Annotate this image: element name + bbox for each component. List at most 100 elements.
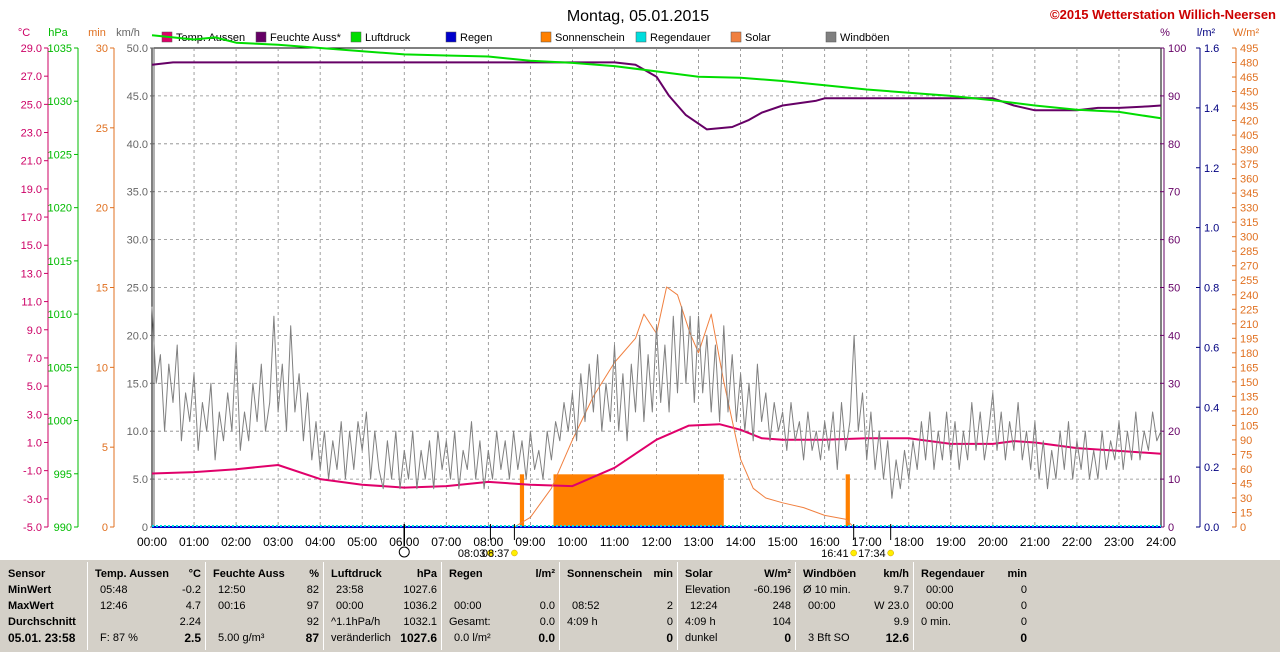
temp-footer-value: 2.5 bbox=[184, 631, 201, 645]
solar-footer-value: 0 bbox=[784, 631, 791, 645]
axis-tick-rain: 0.0 bbox=[1204, 522, 1219, 534]
axis-tick-humidity: 80 bbox=[1168, 139, 1180, 151]
rain-max-time: 00:00 bbox=[454, 600, 482, 612]
axis-tick-solar: 75 bbox=[1240, 449, 1252, 461]
weather-chart: °C 29.0 27.0 25.0 23.0 21.0 19.0 17.0 15.0 13.0 11… bbox=[18, 7, 1276, 560]
stats-row-avg: Durchschnitt bbox=[8, 616, 76, 628]
axis-tick-minutes: 0 bbox=[102, 522, 108, 534]
solar-max-time: 12:24 bbox=[690, 600, 718, 612]
axis-tick-wind: 25.0 bbox=[127, 283, 148, 295]
axis-tick-pressure: 995 bbox=[54, 469, 72, 481]
axis-tick-solar: 330 bbox=[1240, 203, 1258, 215]
series-line-solar bbox=[514, 286, 855, 528]
solar-elevation-value: -60.196 bbox=[753, 584, 791, 596]
axis-tick-rain: 1.4 bbox=[1204, 103, 1219, 115]
press-min-time: 23:58 bbox=[336, 584, 364, 596]
x-tick-label: 12:00 bbox=[641, 535, 671, 549]
hum-footer-label: 5.00 g/m³ bbox=[218, 632, 265, 644]
temp-max-value: 4.7 bbox=[185, 600, 201, 612]
axis-tick-solar: 90 bbox=[1240, 435, 1252, 447]
axis-tick-temp: 27.0 bbox=[21, 71, 42, 83]
axis-tick-humidity: 90 bbox=[1168, 91, 1180, 103]
legend-swatch bbox=[255, 31, 267, 43]
x-tick-label: 03:00 bbox=[263, 535, 293, 549]
x-tick-label: 08:00 bbox=[473, 535, 503, 549]
axis-tick-rain: 1.0 bbox=[1204, 223, 1219, 235]
stats-row-min: MinWert bbox=[8, 584, 52, 596]
x-tick-label: 22:00 bbox=[1062, 535, 1092, 549]
axis-unit-minutes: min bbox=[88, 27, 106, 39]
axis-tick-solar: 300 bbox=[1240, 232, 1258, 244]
x-tick-label: 11:00 bbox=[600, 535, 629, 549]
hum-max-time: 00:16 bbox=[218, 600, 246, 612]
sun-max-time: 08:52 bbox=[572, 600, 600, 612]
axis-tick-solar: 315 bbox=[1240, 217, 1258, 229]
rain-header: Regen bbox=[449, 568, 483, 580]
solar-unit: W/m² bbox=[764, 568, 791, 580]
axis-tick-solar: 255 bbox=[1240, 275, 1258, 287]
axis-tick-solar: 480 bbox=[1240, 58, 1258, 70]
event-label: 17:34 bbox=[858, 548, 886, 560]
x-tick-label: 21:00 bbox=[1020, 535, 1050, 549]
axis-tick-wind: 35.0 bbox=[127, 187, 148, 199]
axis-tick-wind: 45.0 bbox=[127, 91, 148, 103]
axis-tick-solar: 420 bbox=[1240, 116, 1258, 128]
axis-tick-minutes: 15 bbox=[96, 283, 108, 295]
axis-tick-humidity: 60 bbox=[1168, 235, 1180, 247]
axis-tick-solar: 495 bbox=[1240, 43, 1258, 55]
axis-tick-solar: 435 bbox=[1240, 101, 1258, 113]
press-trend-label: ^1.1hPa/h bbox=[331, 616, 381, 628]
axis-tick-temp: 5.0 bbox=[27, 381, 42, 393]
sun-icon bbox=[487, 549, 494, 557]
axis-tick-temp: 7.0 bbox=[27, 353, 42, 365]
axis-unit-wind: km/h bbox=[116, 27, 140, 39]
axis-tick-pressure: 1025 bbox=[48, 149, 72, 161]
axis-tick-rain: 1.2 bbox=[1204, 163, 1219, 175]
axis-tick-solar: 405 bbox=[1240, 130, 1258, 142]
axis-tick-temp: 19.0 bbox=[21, 184, 42, 196]
axis-tick-wind: 15.0 bbox=[127, 378, 148, 390]
x-tick-label: 00:00 bbox=[137, 535, 167, 549]
axis-unit-solar: W/m² bbox=[1233, 27, 1260, 39]
solar-footer-label: dunkel bbox=[685, 632, 718, 644]
rdur-max-value: 0 bbox=[1020, 600, 1027, 612]
axis-tick-solar: 135 bbox=[1240, 391, 1258, 403]
stats-row-max: MaxWert bbox=[8, 600, 54, 612]
wind-footer-value: 12.6 bbox=[885, 631, 909, 645]
axis-tick-pressure: 1000 bbox=[48, 416, 72, 428]
axis-tick-solar: 390 bbox=[1240, 145, 1258, 157]
x-tick-label: 14:00 bbox=[726, 535, 756, 549]
moon-icon bbox=[398, 546, 410, 558]
solar-elevation-label: Elevation bbox=[685, 584, 731, 596]
sun-duration-label: 4:09 h bbox=[567, 616, 598, 628]
chart-legend: Temp. Aussen Feuchte Auss* Luftdruck Regen S… bbox=[161, 31, 890, 44]
series-line-temp bbox=[151, 423, 1162, 489]
x-tick-label: 16:00 bbox=[810, 535, 840, 549]
axis-tick-solar: 345 bbox=[1240, 188, 1258, 200]
axis-tick-wind: 50.0 bbox=[127, 43, 148, 55]
axis-tick-pressure: 990 bbox=[54, 522, 72, 534]
temp-min-time: 05:48 bbox=[100, 584, 128, 596]
axis-tick-temp: 3.0 bbox=[27, 409, 42, 421]
axis-tick-solar: 15 bbox=[1240, 507, 1252, 519]
press-avg-value: 1032.1 bbox=[403, 616, 437, 628]
axis-tick-rain: 0.4 bbox=[1204, 402, 1219, 414]
axis-tick-minutes: 5 bbox=[102, 442, 108, 454]
rdur-header: Regendauer bbox=[921, 568, 985, 580]
press-max-value: 1036.2 bbox=[403, 600, 437, 612]
axis-tick-solar: 210 bbox=[1240, 319, 1258, 331]
axis-tick-pressure: 1030 bbox=[48, 96, 72, 108]
axis-tick-solar: 285 bbox=[1240, 246, 1258, 258]
axis-tick-temp: 9.0 bbox=[27, 325, 42, 337]
legend-swatch bbox=[445, 31, 457, 43]
legend-swatch bbox=[825, 31, 837, 43]
axis-tick-wind: 30.0 bbox=[127, 235, 148, 247]
sun-header: Sonnenschein bbox=[567, 568, 643, 580]
axis-tick-minutes: 20 bbox=[96, 203, 108, 215]
sun-icon bbox=[511, 549, 518, 557]
axis-tick-temp: 23.0 bbox=[21, 128, 42, 140]
press-min-value: 1027.6 bbox=[403, 584, 437, 596]
wind-avg-value: 9.9 bbox=[893, 616, 909, 628]
x-tick-label: 04:00 bbox=[305, 535, 335, 549]
x-tick-label: 10:00 bbox=[557, 535, 587, 549]
